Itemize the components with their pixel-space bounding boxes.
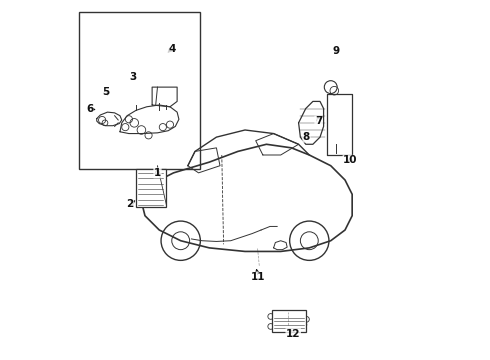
Text: 10: 10: [343, 156, 358, 165]
Text: 6: 6: [86, 104, 93, 113]
Text: 5: 5: [102, 87, 109, 98]
Text: 7: 7: [315, 116, 322, 126]
Text: 3: 3: [129, 72, 136, 82]
Text: 2: 2: [126, 199, 134, 209]
Text: 1: 1: [154, 168, 161, 178]
Text: 9: 9: [333, 46, 340, 56]
Text: 11: 11: [251, 272, 266, 282]
Text: 12: 12: [286, 329, 300, 339]
Text: 4: 4: [168, 44, 175, 54]
Bar: [272, 310, 306, 332]
Bar: [136, 169, 167, 207]
Bar: [79, 12, 200, 169]
Text: 8: 8: [303, 132, 310, 142]
